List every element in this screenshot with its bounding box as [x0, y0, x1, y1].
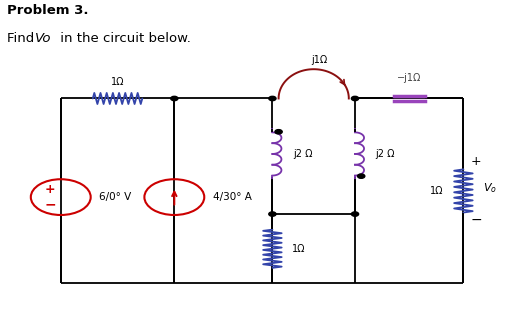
Text: Vo: Vo — [35, 32, 51, 45]
Circle shape — [358, 174, 365, 178]
Text: −j1Ω: −j1Ω — [397, 73, 421, 83]
Text: −: − — [45, 197, 56, 211]
Text: in the circuit below.: in the circuit below. — [56, 32, 190, 45]
Text: 4/30° A: 4/30° A — [213, 192, 252, 202]
Text: $\it{V}_o$: $\it{V}_o$ — [483, 181, 497, 195]
Circle shape — [269, 96, 276, 101]
Circle shape — [275, 130, 282, 134]
Circle shape — [351, 96, 359, 101]
Text: +: + — [45, 183, 56, 197]
Text: j1Ω: j1Ω — [311, 55, 327, 66]
Text: −: − — [471, 213, 482, 227]
Circle shape — [171, 96, 178, 101]
Text: 1Ω: 1Ω — [292, 244, 306, 254]
Text: Find: Find — [7, 32, 38, 45]
Text: 1Ω: 1Ω — [430, 186, 444, 196]
Text: Problem 3.: Problem 3. — [7, 4, 88, 17]
Circle shape — [269, 212, 276, 216]
Text: +: + — [471, 155, 482, 168]
Text: j2 Ω: j2 Ω — [293, 149, 312, 159]
Circle shape — [351, 212, 359, 216]
Text: j2 Ω: j2 Ω — [375, 149, 395, 159]
Text: 1Ω: 1Ω — [111, 77, 124, 87]
Text: 6/0° V: 6/0° V — [100, 192, 132, 202]
